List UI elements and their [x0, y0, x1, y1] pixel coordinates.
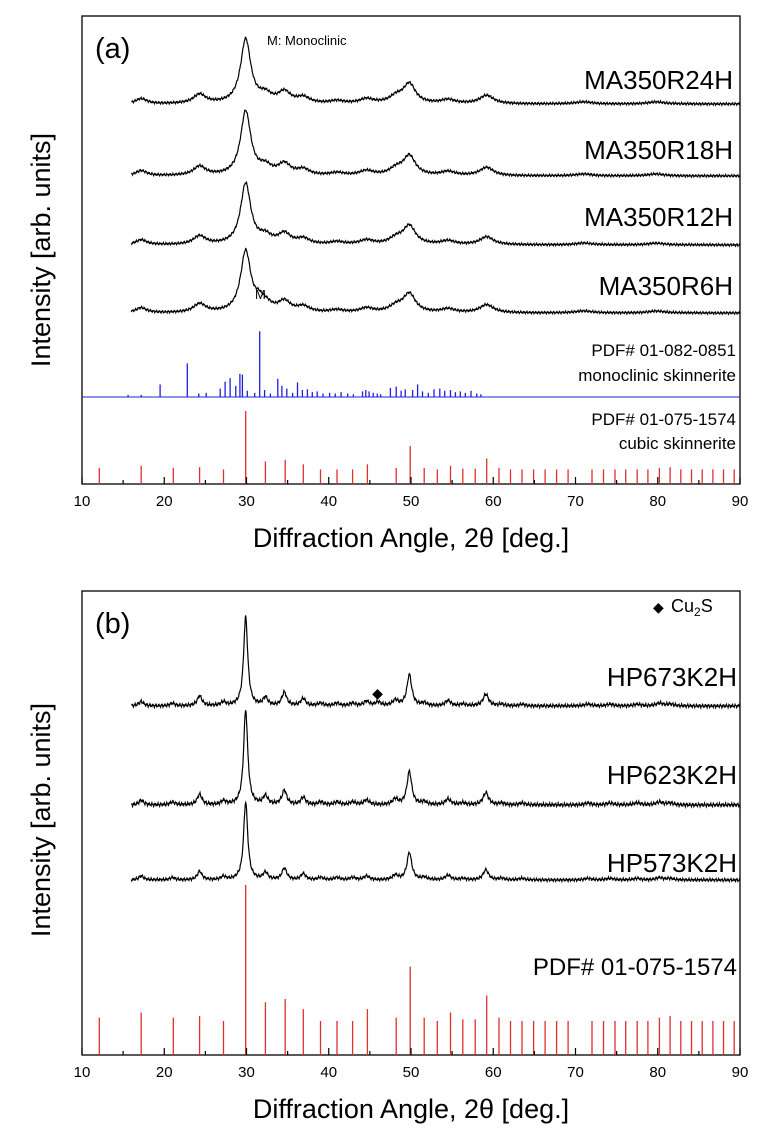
x-tick-label-40: 40	[320, 493, 337, 510]
cu2s-diamond-marker: ◆	[372, 685, 383, 701]
pattern-label-ma350r18h: MA350R18H	[584, 135, 733, 165]
trace-ma350r24h	[131, 36, 741, 107]
x-tick-label-80: 80	[649, 493, 666, 510]
x-tick-label-30: 30	[238, 1064, 255, 1081]
ref-name-monoclinic: PDF# 01-082-0851	[591, 341, 736, 360]
cu2s-legend-label: Cu2S	[671, 596, 713, 619]
x-tick-label-20: 20	[156, 1064, 173, 1081]
panel-a-pattern-labels: MA350R24H MA350R18H MA350R12H MA350R6H	[584, 65, 733, 301]
panel-a: (a) M: Monoclinic MA350R24H MA350R18H MA…	[26, 15, 749, 553]
cubic-reference-sticks-b	[98, 885, 735, 1055]
x-tick-label-70: 70	[567, 493, 584, 510]
trace-hp573k2h	[130, 800, 741, 884]
x-tick-label-60: 60	[485, 1064, 502, 1081]
pattern-label-ma350r6h: MA350R6H	[599, 271, 733, 301]
panel-b-x-axis: 10 20 30 40 50 60 70 80 90	[74, 1048, 749, 1081]
x-tick-label-20: 20	[156, 493, 173, 510]
trace-ma350r12h	[130, 180, 741, 248]
x-tick-label-90: 90	[732, 493, 749, 510]
x-tick-label-90: 90	[732, 1064, 749, 1081]
panel-a-traces	[130, 36, 741, 316]
monoclinic-annotation: M: Monoclinic	[267, 33, 347, 48]
trace-hp623k2h	[130, 710, 741, 810]
panel-b-y-axis-title: Intensity [arb. units]	[26, 703, 56, 937]
ref-desc-monoclinic: monoclinic skinnerite	[578, 366, 736, 385]
pattern-label-hp573k2h: HP573K2H	[607, 848, 737, 878]
x-tick-label-70: 70	[567, 1064, 584, 1081]
panel-b-x-axis-title: Diffraction Angle, 2θ [deg.]	[253, 1094, 569, 1124]
panel-a-x-axis: 10 20 30 40 50 60 70 80 90	[74, 477, 749, 510]
x-tick-label-50: 50	[403, 1064, 420, 1081]
cubic-reference-sticks	[98, 411, 735, 484]
trace-ma350r6h	[130, 247, 741, 316]
pattern-label-ma350r24h: MA350R24H	[584, 65, 733, 95]
panel-a-label: (a)	[95, 33, 130, 65]
ref-name-cubic-b: PDF# 01-075-1574	[533, 954, 737, 981]
x-tick-label-10: 10	[74, 1064, 91, 1081]
pattern-label-hp623k2h: HP623K2H	[607, 760, 737, 790]
x-tick-label-60: 60	[485, 493, 502, 510]
panel-b-pattern-labels: HP673K2H HP623K2H HP573K2H	[607, 662, 737, 878]
panel-b-traces	[130, 615, 741, 884]
x-tick-label-10: 10	[74, 493, 91, 510]
panel-b: (b) ◆ Cu2S ◆ HP673K2H HP623K2H HP573K2H …	[26, 590, 749, 1124]
ref-name-cubic: PDF# 01-075-1574	[591, 410, 736, 429]
x-tick-label-40: 40	[320, 1064, 337, 1081]
peak-marker-m: M	[255, 287, 266, 302]
panel-b-label: (b)	[95, 608, 130, 640]
x-tick-label-80: 80	[649, 1064, 666, 1081]
pattern-label-ma350r12h: MA350R12H	[584, 202, 733, 232]
trace-hp673k2h	[131, 615, 741, 710]
panel-a-y-axis-title: Intensity [arb. units]	[26, 133, 56, 367]
panel-b-frame	[81, 590, 741, 1056]
x-tick-label-50: 50	[403, 493, 420, 510]
ref-desc-cubic: cubic skinnerite	[619, 434, 736, 453]
cu2s-legend: ◆ Cu2S	[653, 596, 713, 619]
diamond-legend-icon: ◆	[653, 599, 664, 615]
panel-a-x-axis-title: Diffraction Angle, 2θ [deg.]	[253, 523, 569, 553]
pattern-label-hp673k2h: HP673K2H	[607, 662, 737, 692]
trace-ma350r18h	[130, 109, 741, 179]
monoclinic-reference-sticks	[127, 331, 482, 397]
x-tick-label-30: 30	[238, 493, 255, 510]
